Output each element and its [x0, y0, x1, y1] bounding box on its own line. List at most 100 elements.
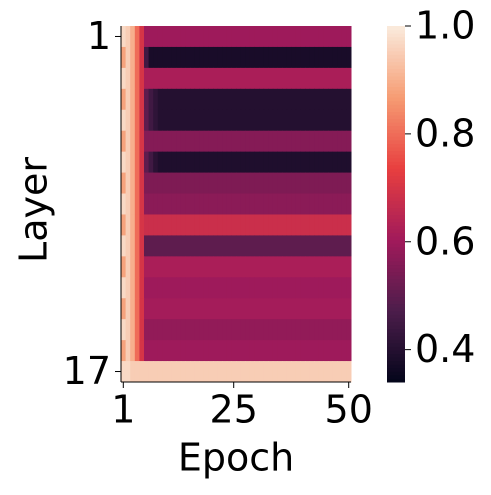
heatmap-cell: [341, 340, 347, 362]
heatmap-cell: [208, 298, 214, 320]
heatmap-cell: [309, 109, 315, 132]
heatmap-cell: [171, 88, 177, 111]
heatmap-cell: [341, 46, 347, 69]
colorbar-segment: [387, 342, 405, 347]
heatmap-cell: [226, 46, 232, 69]
heatmap-cell: [286, 46, 292, 69]
heatmap-cell: [167, 319, 173, 341]
heatmap-cell: [208, 151, 214, 174]
heatmap-cell: [190, 214, 196, 236]
heatmap-cell: [328, 277, 334, 299]
heatmap-cell: [291, 109, 297, 132]
heatmap-cell: [272, 130, 278, 153]
heatmap-cell: [346, 67, 352, 90]
heatmap-cell: [176, 151, 182, 174]
heatmap-cell: [249, 319, 255, 341]
heatmap-cell: [213, 46, 219, 69]
heatmap-cell: [231, 319, 237, 341]
heatmap-cell: [323, 340, 329, 362]
heatmap-cell: [231, 277, 237, 299]
heatmap-cell: [249, 109, 255, 132]
heatmap-cell: [153, 193, 159, 215]
heatmap-cell: [240, 88, 246, 111]
colorbar-segment: [387, 328, 405, 333]
heatmap-cell: [254, 277, 260, 299]
heatmap-cell: [139, 88, 145, 111]
colorbar-segment: [387, 250, 405, 255]
heatmap-cell: [291, 26, 297, 48]
heatmap-cell: [121, 26, 127, 48]
heatmap-cell: [337, 172, 343, 195]
colorbar-segment: [387, 161, 405, 166]
heatmap-cell: [323, 46, 329, 69]
heatmap-cell: [245, 319, 251, 341]
heatmap-cell: [318, 88, 324, 111]
heatmap-cell: [236, 151, 242, 174]
heatmap-cell: [337, 109, 343, 132]
heatmap-cell: [314, 361, 320, 383]
heatmap-cell: [153, 340, 159, 362]
heatmap-cell: [222, 235, 228, 257]
colorbar-segment: [387, 374, 405, 379]
heatmap-cell: [226, 214, 232, 236]
heatmap-cell: [203, 67, 209, 90]
colorbar-segment: [387, 65, 405, 70]
heatmap-cell: [346, 361, 352, 383]
colorbar-segment: [387, 360, 405, 365]
heatmap-cell: [259, 46, 265, 69]
heatmap-cell: [314, 235, 320, 257]
heatmap-cell: [277, 298, 283, 320]
heatmap-cell: [171, 298, 177, 320]
heatmap-cell: [190, 256, 196, 278]
heatmap-cell: [194, 151, 200, 174]
heatmap-cell: [305, 172, 311, 195]
heatmap-cell: [328, 88, 334, 111]
heatmap-cell: [259, 361, 265, 383]
colorbar-segment: [387, 214, 405, 219]
heatmap-cell: [291, 298, 297, 320]
heatmap-cell: [139, 319, 145, 341]
colorbar-segment: [387, 349, 405, 355]
heatmap-cell: [125, 26, 131, 48]
heatmap-cell: [153, 46, 159, 69]
heatmap-cell: [203, 235, 209, 257]
heatmap-cell: [259, 319, 265, 341]
heatmap-cell: [282, 340, 288, 362]
heatmap-cell: [328, 193, 334, 215]
heatmap-cell: [323, 26, 329, 48]
heatmap-cell: [240, 151, 246, 174]
heatmap-cell: [203, 361, 209, 383]
heatmap-cell: [236, 67, 242, 90]
heatmap-cell: [180, 319, 186, 341]
heatmap-cell: [332, 340, 338, 362]
heatmap-cell: [328, 214, 334, 236]
heatmap-cell: [217, 172, 223, 195]
heatmap-cell: [157, 319, 163, 341]
heatmap-cell: [337, 67, 343, 90]
heatmap-cell: [337, 235, 343, 257]
heatmap-cell: [213, 26, 219, 48]
heatmap-cell: [226, 340, 232, 362]
heatmap-cell: [300, 340, 306, 362]
heatmap-cell: [208, 361, 214, 383]
heatmap-cell: [236, 130, 242, 153]
heatmap-cell: [190, 130, 196, 153]
heatmap-cell: [208, 26, 214, 48]
heatmap-cell: [249, 130, 255, 153]
heatmap-cell: [286, 214, 292, 236]
heatmap-cell: [217, 151, 223, 174]
heatmap-cell: [203, 256, 209, 278]
heatmap-cell: [153, 277, 159, 299]
heatmap-cell: [309, 88, 315, 111]
heatmap-cell: [185, 151, 191, 174]
colorbar-segment: [387, 271, 405, 276]
colorbar-segment: [387, 118, 405, 123]
heatmap-cell: [291, 340, 297, 362]
heatmap-cell: [236, 88, 242, 111]
heatmap-cell: [203, 172, 209, 195]
heatmap-cell: [254, 151, 260, 174]
heatmap-cell: [194, 340, 200, 362]
heatmap-cell: [268, 298, 274, 320]
colorbar-segment: [387, 58, 405, 63]
heatmap-cell: [139, 109, 145, 132]
